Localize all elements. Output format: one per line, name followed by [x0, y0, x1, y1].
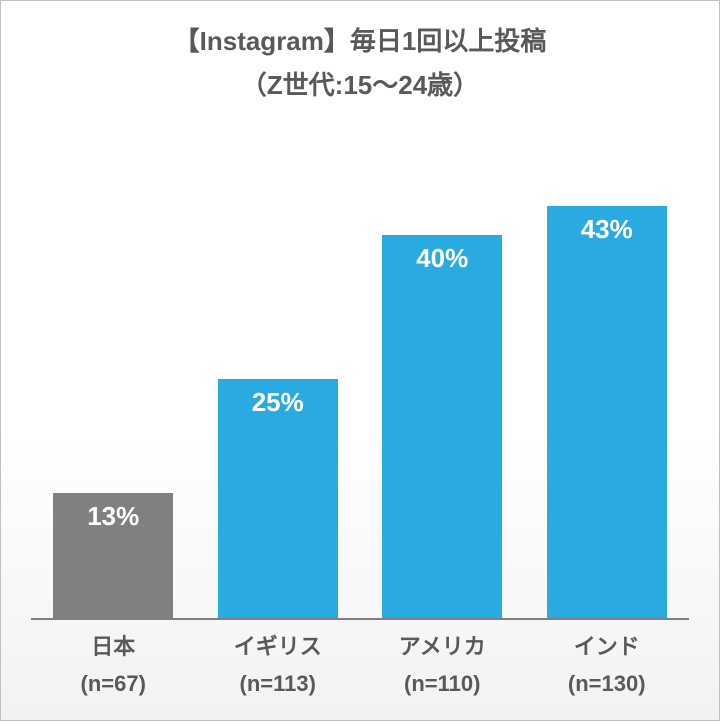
x-n: (n=113) [196, 666, 361, 702]
bar-india: 43% [547, 206, 667, 618]
x-label: 日本 (n=67) [31, 629, 196, 702]
bar-slot: 25% [196, 139, 361, 618]
chart-title-line1: 【Instagram】毎日1回以上投稿 [1, 19, 719, 63]
chart-title: 【Instagram】毎日1回以上投稿 （Z世代:15〜24歳） [1, 19, 719, 107]
bar-slot: 40% [360, 139, 525, 618]
chart-title-line2: （Z世代:15〜24歳） [1, 63, 719, 107]
x-n: (n=110) [360, 666, 525, 702]
bar-value-label: 25% [218, 387, 338, 418]
x-axis-labels: 日本 (n=67) イギリス (n=113) アメリカ (n=110) インド … [31, 629, 689, 702]
x-category: インド [525, 629, 690, 665]
bar-value-label: 43% [547, 214, 667, 245]
bar-usa: 40% [382, 235, 502, 618]
bar-value-label: 13% [53, 501, 173, 532]
x-category: イギリス [196, 629, 361, 665]
bar-slot: 13% [31, 139, 196, 618]
x-n: (n=130) [525, 666, 690, 702]
x-category: アメリカ [360, 629, 525, 665]
x-n: (n=67) [31, 666, 196, 702]
bar-uk: 25% [218, 379, 338, 619]
bar-chart: 【Instagram】毎日1回以上投稿 （Z世代:15〜24歳） 13% 25%… [0, 0, 720, 721]
plot-area: 13% 25% 40% 43% [31, 139, 689, 620]
bar-slot: 43% [525, 139, 690, 618]
x-category: 日本 [31, 629, 196, 665]
bar-value-label: 40% [382, 243, 502, 274]
x-label: インド (n=130) [525, 629, 690, 702]
bar-japan: 13% [53, 493, 173, 618]
x-label: イギリス (n=113) [196, 629, 361, 702]
x-label: アメリカ (n=110) [360, 629, 525, 702]
bars-row: 13% 25% 40% 43% [31, 139, 689, 618]
